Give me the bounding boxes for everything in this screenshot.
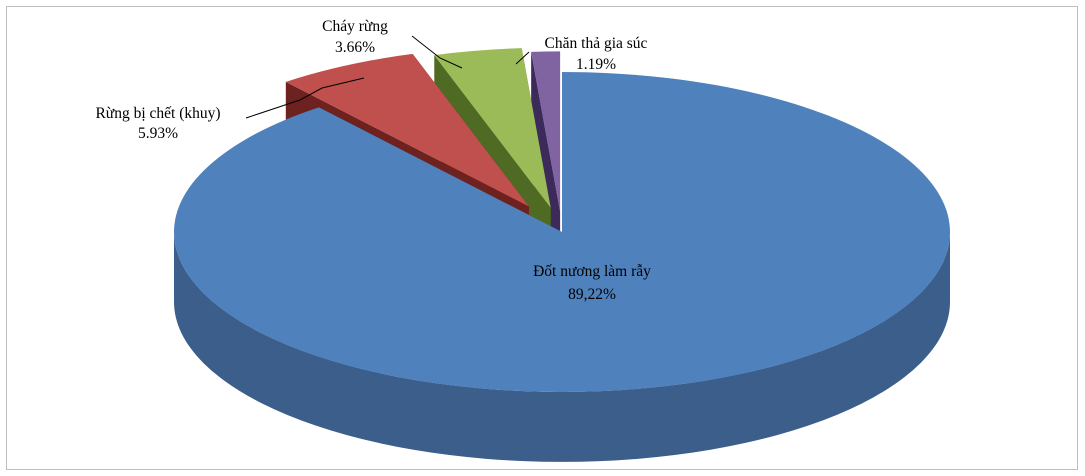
slice-value-chan-tha: 1.19%: [576, 56, 616, 73]
pie-slice-chan-tha: [531, 51, 561, 212]
leader-line-rung-chet: [245, 77, 365, 119]
pie-slice-chay-rung: [434, 48, 551, 208]
leader-lines: [245, 35, 530, 119]
leader-line-chay-rung: [411, 35, 463, 69]
pie-slice-rung-chet: [285, 53, 529, 207]
pie-rim-dot-nuong: [174, 232, 950, 462]
pie-side-wall-chan-tha: [531, 51, 561, 282]
slice-value-dot-nuong: 89,22%: [568, 286, 616, 303]
pie-slice-dot-nuong: [173, 72, 951, 393]
slice-label-chan-tha: Chăn thả gia súc: [545, 35, 648, 52]
slice-value-chay-rung: 3.66%: [335, 39, 375, 56]
slice-label-rung-chet: Rừng bị chết (khuy): [95, 105, 220, 122]
slice-label-dot-nuong: Đốt nương làm rẫy: [533, 263, 651, 280]
pie-tops: [173, 48, 951, 393]
leader-line-chan-tha: [515, 51, 530, 65]
slice-label-chay-rung: Cháy rừng: [322, 18, 388, 35]
slice-value-rung-chet: 5.93%: [138, 125, 178, 142]
